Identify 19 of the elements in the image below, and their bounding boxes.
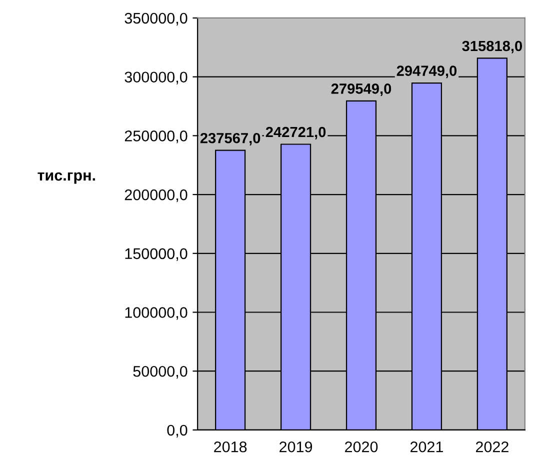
x-tick-label: 2021 — [410, 441, 443, 452]
y-tick-label: 250000,0 — [124, 130, 188, 144]
y-tick-label: 350000,0 — [124, 12, 188, 26]
x-tick-label: 2022 — [476, 441, 508, 452]
x-tick-label: 2019 — [280, 441, 312, 452]
y-tick-label: 150000,0 — [125, 248, 188, 261]
data-label: 237567,0 — [200, 132, 260, 146]
data-label: 294749,0 — [396, 66, 457, 78]
y-axis-title: тис.грн. — [38, 172, 95, 184]
y-tick-label: 0,0 — [167, 424, 188, 438]
data-label: 315818,0 — [462, 40, 522, 54]
y-tick-label: 50000,0 — [133, 366, 188, 379]
data-label: 242721,0 — [266, 126, 326, 140]
y-tick-label: 100000,0 — [125, 307, 188, 320]
y-tick-label: 200000,0 — [124, 189, 188, 202]
x-tick-label: 2018 — [214, 441, 247, 452]
data-label: 279549,0 — [331, 84, 392, 96]
x-tick-label: 2020 — [345, 441, 378, 452]
y-tick-label: 300000,0 — [124, 72, 188, 84]
